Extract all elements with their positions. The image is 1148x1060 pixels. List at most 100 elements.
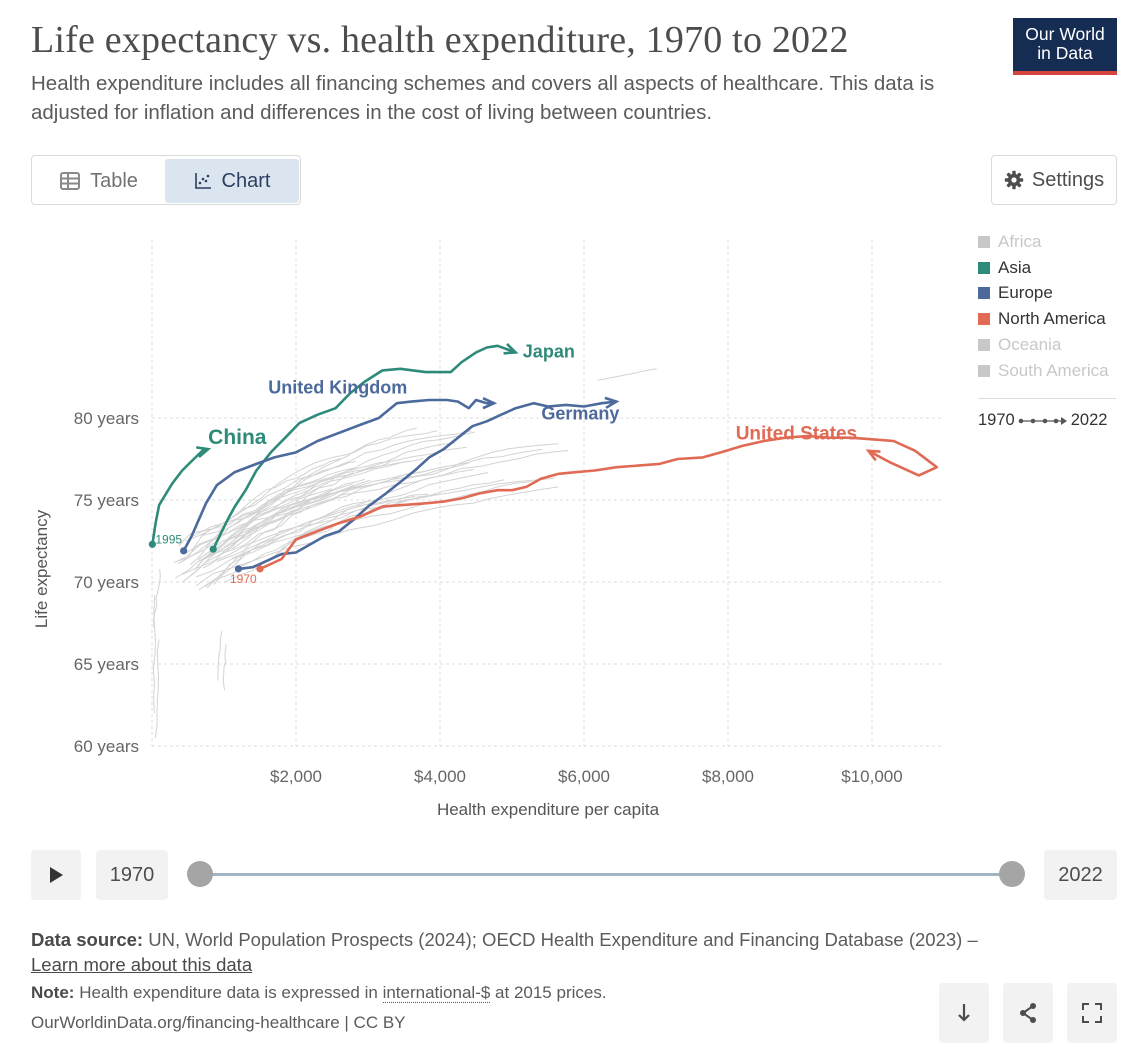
table-icon	[60, 172, 81, 190]
background-country-line	[185, 430, 438, 542]
source-label: Data source:	[31, 929, 144, 950]
legend-item-europe[interactable]: Europe	[978, 281, 1128, 307]
fullscreen-icon	[1082, 1003, 1102, 1023]
share-button[interactable]	[1003, 983, 1053, 1043]
fullscreen-button[interactable]	[1067, 983, 1117, 1043]
series-label-china: China	[208, 426, 267, 449]
series-united-states: 1970 United States	[230, 423, 939, 586]
legend-swatch	[978, 339, 990, 352]
series-start-point	[256, 565, 264, 573]
share-icon	[1020, 1003, 1036, 1023]
scatter-chart-icon	[194, 173, 211, 189]
logo-line-1: Our World	[1025, 24, 1105, 44]
y-tick-label: 75 years	[74, 491, 139, 510]
background-country-line	[177, 458, 341, 564]
series-end-arrow	[503, 343, 519, 355]
tab-table-label: Table	[90, 169, 138, 192]
timeline-start-handle[interactable]	[187, 861, 213, 887]
tab-chart[interactable]: Chart	[165, 159, 299, 203]
play-button[interactable]	[31, 850, 81, 900]
series-united-kingdom: United Kingdom	[180, 377, 498, 555]
y-tick-label: 70 years	[74, 573, 139, 592]
timeline-start-year[interactable]: 1970	[96, 850, 168, 900]
background-country-line	[185, 448, 543, 554]
international-dollar-link[interactable]: international-$	[382, 983, 491, 1003]
note-label: Note:	[31, 983, 75, 1002]
series-end-arrow	[482, 397, 498, 410]
owid-logo[interactable]: Our World in Data	[1013, 18, 1117, 75]
legend-item-oceania[interactable]: Oceania	[978, 332, 1128, 358]
time-arrow-icon	[1018, 416, 1067, 425]
chart-title: Life expectancy vs. health expenditure, …	[31, 19, 849, 61]
chart-note: Note: Health expenditure data is express…	[31, 983, 607, 1003]
legend-label: Oceania	[998, 335, 1062, 355]
logo-line-2: in Data	[1037, 43, 1093, 63]
series-start-point	[209, 545, 217, 553]
x-tick-label: $10,000	[841, 767, 902, 786]
timeline-end-handle[interactable]	[999, 861, 1025, 887]
series-start-point	[148, 540, 156, 548]
background-country-line	[189, 467, 355, 566]
legend-item-africa[interactable]: Africa	[978, 229, 1128, 255]
legend-item-north-america[interactable]: North America	[978, 306, 1128, 332]
legend-item-asia[interactable]: Asia	[978, 255, 1128, 281]
axis-layer: 60 years 65 years 70 years 75 years 80 years…	[32, 409, 903, 819]
series-japan: Japan	[209, 341, 575, 553]
timeline-slider-track[interactable]	[200, 873, 1012, 876]
tab-table[interactable]: Table	[36, 159, 162, 203]
series-germany: Germany	[234, 396, 620, 573]
play-icon	[50, 867, 63, 883]
citation: OurWorldinData.org/financing-healthcare …	[31, 1013, 406, 1032]
series-china: 1995 China	[148, 426, 267, 548]
series-layer: Japan 1995 China United Kingdom Germany 1970 U…	[148, 341, 939, 586]
x-tick-label: $8,000	[702, 767, 754, 786]
legend-label: Asia	[998, 257, 1032, 277]
gear-icon	[1004, 170, 1024, 190]
background-country-line	[217, 631, 223, 681]
background-country-line	[180, 462, 470, 563]
series-line-germany	[238, 400, 617, 571]
time-legend: 1970 2022	[978, 411, 1123, 430]
settings-label: Settings	[1031, 168, 1105, 191]
background-country-line	[597, 368, 657, 381]
scatter-chart: Japan 1995 China United Kingdom Germany 1970 U…	[32, 240, 944, 819]
y-tick-label: 65 years	[74, 655, 139, 674]
series-end-arrow	[196, 446, 212, 458]
series-end-arrow	[604, 396, 620, 409]
time-legend-end: 2022	[1070, 411, 1108, 429]
background-country-line	[202, 488, 333, 569]
legend-label: South America	[998, 360, 1109, 380]
series-line-united-kingdom	[182, 398, 494, 552]
timeline-end-year[interactable]: 2022	[1044, 850, 1117, 900]
x-axis-title: Health expenditure per capita	[437, 800, 660, 819]
background-country-line	[197, 469, 474, 561]
legend-swatch	[978, 261, 990, 274]
series-label-japan: Japan	[523, 341, 575, 361]
legend-swatch	[978, 313, 990, 326]
background-country-lines	[152, 368, 657, 738]
background-country-line	[153, 568, 161, 628]
settings-button[interactable]: Settings	[991, 155, 1117, 205]
data-source: Data source: UN, World Population Prospe…	[31, 927, 1121, 977]
series-start-point	[180, 547, 188, 555]
background-country-line	[178, 446, 467, 547]
background-country-line	[154, 639, 160, 738]
note-text-after: at 2015 prices.	[495, 983, 607, 1002]
legend-label: Europe	[998, 283, 1053, 303]
series-start-point	[234, 565, 242, 573]
source-text: UN, World Population Prospects (2024); O…	[148, 929, 978, 950]
x-tick-label: $6,000	[558, 767, 610, 786]
legend-divider	[978, 398, 1116, 399]
legend-swatch	[978, 287, 990, 300]
series-line-china	[151, 447, 209, 545]
legend-item-south-america[interactable]: South America	[978, 358, 1128, 384]
background-country-line	[207, 457, 424, 556]
grid	[151, 240, 944, 747]
background-country-line	[198, 499, 371, 591]
legend-swatch	[978, 364, 990, 377]
x-tick-label: $4,000	[414, 767, 466, 786]
learn-more-link[interactable]: Learn more about this data	[31, 954, 253, 975]
note-text-before: Health expenditure data is expressed in	[79, 983, 378, 1002]
download-button[interactable]	[939, 983, 989, 1043]
region-legend: Africa Asia Europe North America Oceania Sout…	[978, 229, 1128, 384]
